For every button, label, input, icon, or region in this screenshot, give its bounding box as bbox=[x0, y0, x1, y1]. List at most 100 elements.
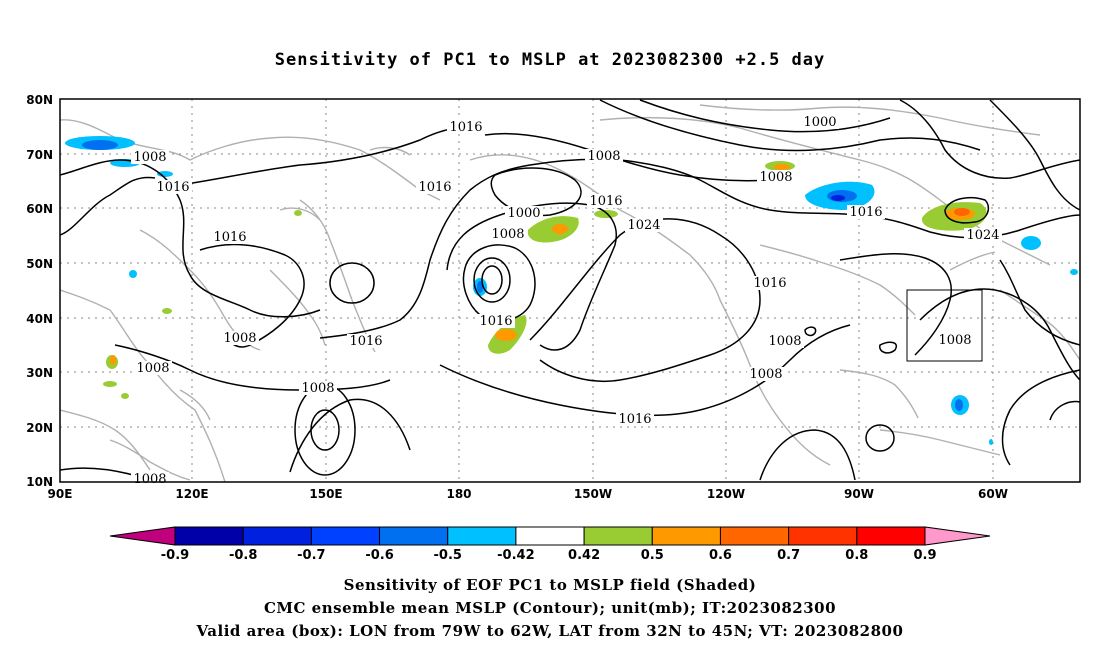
contour-label: 1024 bbox=[966, 228, 999, 243]
colorbar-swatch bbox=[788, 526, 858, 546]
lon-labels: 90E 120E 150E 180 150W 120W 90W 60W bbox=[48, 487, 1008, 501]
contour-label-bg bbox=[747, 367, 785, 381]
contour-label: 1016 bbox=[849, 205, 882, 220]
valid-area-box bbox=[906, 289, 983, 362]
lon-label: 150W bbox=[574, 487, 612, 501]
colorbar-swatch bbox=[583, 526, 653, 546]
colorbar-label: -0.9 bbox=[161, 548, 189, 563]
colorbar-label: 0.5 bbox=[641, 548, 664, 563]
lat-label: 30N bbox=[26, 366, 53, 380]
colorbar-label: 0.6 bbox=[709, 548, 732, 563]
colorbar-swatch bbox=[651, 526, 721, 546]
colorbar-max-triangle bbox=[924, 526, 991, 546]
contour-label: 1016 bbox=[753, 276, 786, 291]
lon-label: 60W bbox=[978, 487, 1008, 501]
contour-labels: 1016 1008 1016 1016 1016 1008 1000 1008 1016 1024… bbox=[131, 115, 1002, 487]
colorbar-swatch bbox=[515, 526, 585, 546]
colorbar-swatch bbox=[379, 526, 449, 546]
colorbar-swatch bbox=[447, 526, 517, 546]
contour-label: 1024 bbox=[627, 218, 660, 233]
lat-label: 60N bbox=[26, 202, 53, 216]
contour-label-bg bbox=[154, 180, 192, 194]
contour-label: 1016 bbox=[349, 334, 382, 349]
colorbar-label: -0.7 bbox=[297, 548, 325, 563]
contour-label-bg bbox=[585, 149, 623, 163]
contour-label-bg bbox=[801, 115, 839, 129]
contour-label: 1008 bbox=[759, 170, 792, 185]
contour-label-bg bbox=[505, 206, 543, 220]
colorbar-swatch bbox=[242, 526, 312, 546]
contour-label-bg bbox=[477, 314, 515, 328]
lon-label: 90W bbox=[844, 487, 874, 501]
colorbar-label: 0.9 bbox=[913, 548, 936, 563]
colorbar-label: 0.7 bbox=[777, 548, 800, 563]
contour-label-bg bbox=[347, 334, 385, 348]
contour-label-bg bbox=[299, 381, 337, 395]
lon-label: 120E bbox=[175, 487, 208, 501]
lon-label: 90E bbox=[48, 487, 73, 501]
colorbar-label: 0.8 bbox=[845, 548, 868, 563]
colorbar-label: -0.42 bbox=[497, 548, 534, 563]
lon-label: 180 bbox=[446, 487, 471, 501]
contour-label-bg bbox=[131, 150, 169, 164]
contour-label: 1016 bbox=[156, 180, 189, 195]
contour-label: 1008 bbox=[768, 334, 801, 349]
lon-label: 120W bbox=[707, 487, 745, 501]
colorbar-label: -0.8 bbox=[229, 548, 257, 563]
contour-label: 1016 bbox=[618, 412, 651, 427]
contour-label-bg bbox=[751, 276, 789, 290]
contour-label: 1008 bbox=[491, 227, 524, 242]
mslp-contours bbox=[60, 99, 1080, 481]
contour-label: 1000 bbox=[507, 206, 540, 221]
contour-label-bg bbox=[936, 333, 974, 347]
lat-label: 10N bbox=[26, 475, 53, 489]
contour-label-bg bbox=[447, 120, 485, 134]
caption-line-2: CMC ensemble mean MSLP (Contour); unit(m… bbox=[263, 599, 837, 617]
contour-label-bg bbox=[625, 218, 663, 232]
coastlines bbox=[60, 104, 1080, 482]
colorbar-label: -0.5 bbox=[434, 548, 462, 563]
contour-label: 1008 bbox=[133, 150, 166, 165]
contour-label-bg bbox=[221, 331, 259, 345]
contour-label: 1008 bbox=[749, 367, 782, 382]
colorbar-swatch bbox=[856, 526, 926, 546]
colorbar-label: 0.42 bbox=[568, 548, 600, 563]
map-title: Sensitivity of PC1 to MSLP at 2023082300… bbox=[274, 50, 826, 70]
contour-label-bg bbox=[766, 334, 804, 348]
lat-label: 40N bbox=[26, 312, 53, 326]
contour-label-bg bbox=[616, 412, 654, 426]
colorbar-swatch bbox=[310, 526, 381, 546]
colorbar-swatch bbox=[719, 526, 790, 546]
contour-label-bg bbox=[757, 170, 795, 184]
caption-line-1: Sensitivity of EOF PC1 to MSLP field (Sh… bbox=[343, 576, 757, 594]
contour-label: 1016 bbox=[418, 180, 451, 195]
lat-label: 20N bbox=[26, 421, 53, 435]
contour-label-bg bbox=[964, 228, 1002, 242]
lat-label: 80N bbox=[26, 93, 53, 107]
contour-label-bg bbox=[416, 180, 454, 194]
lon-label: 150E bbox=[309, 487, 342, 501]
contour-label-bg bbox=[211, 230, 249, 244]
contour-label: 1008 bbox=[223, 331, 256, 346]
contour-label-bg bbox=[134, 361, 172, 375]
contour-label-bg bbox=[587, 194, 625, 208]
colorbar-label: -0.6 bbox=[365, 548, 393, 563]
contour-label: 1008 bbox=[938, 333, 971, 348]
contour-label: 1016 bbox=[213, 230, 246, 245]
contour-label: 1016 bbox=[449, 120, 482, 135]
contour-label: 1016 bbox=[479, 314, 512, 329]
lat-label: 70N bbox=[26, 148, 53, 162]
contour-label: 1008 bbox=[587, 149, 620, 164]
map-frame bbox=[59, 98, 1081, 483]
contour-label: 1008 bbox=[301, 381, 334, 396]
sensitivity-shading bbox=[65, 136, 1078, 445]
contour-label: 1008 bbox=[136, 361, 169, 376]
caption-line-3: Valid area (box): LON from 79W to 62W, L… bbox=[196, 622, 904, 640]
contour-label-bg bbox=[489, 227, 527, 241]
colorbar: -0.9 -0.8 -0.7 -0.6 -0.5 -0.42 0.42 0.5 0.6 0.7 0.… bbox=[109, 526, 991, 563]
contour-label: 1016 bbox=[589, 194, 622, 209]
colorbar-swatch bbox=[174, 526, 244, 546]
contour-label: 1000 bbox=[803, 115, 836, 130]
contour-label: 1008 bbox=[133, 472, 166, 487]
